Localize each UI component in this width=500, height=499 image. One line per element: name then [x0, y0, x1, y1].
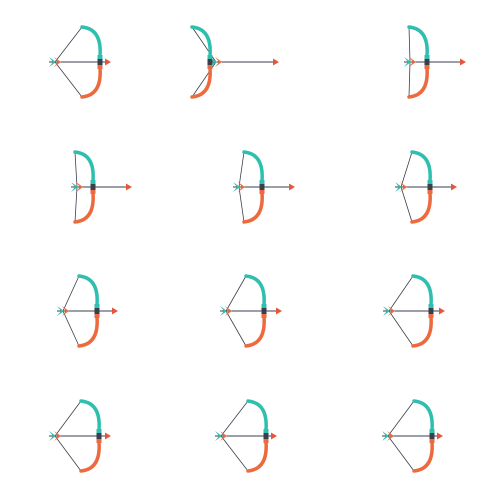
grip-accent-top [424, 55, 430, 59]
arrow-fletching [215, 57, 222, 67]
arrowhead [126, 183, 132, 191]
arrow-fletching [76, 182, 83, 192]
arrow-fletching [387, 431, 394, 441]
arrowhead [289, 183, 295, 191]
arrowhead [273, 58, 279, 66]
grip-accent-top [97, 55, 103, 59]
bow-frame [395, 150, 457, 224]
bow-upper-limb [412, 399, 434, 432]
bow-upper-limb [242, 150, 264, 183]
grip-accent-top [263, 429, 269, 433]
bow-lower-limb [190, 66, 212, 99]
arrowhead [112, 307, 118, 315]
arrow-fletching [383, 306, 390, 316]
bow-frame [404, 25, 466, 99]
arrowhead [451, 183, 457, 191]
bow-upper-limb [190, 25, 212, 58]
arrowhead [271, 432, 277, 440]
bow-lower-limb [410, 191, 432, 224]
bow-upper-limb [407, 25, 429, 58]
bow-frame [215, 399, 277, 473]
bow-frame [383, 274, 445, 348]
arrow-fletching [57, 306, 64, 316]
bow-frame [233, 150, 295, 224]
grip-accent-top [261, 304, 267, 308]
bow-upper-limb [73, 150, 95, 183]
grip-accent-bottom [96, 439, 102, 443]
grip-accent-top [96, 429, 102, 433]
bow-frame [49, 25, 111, 99]
bow-upper-limb [246, 399, 268, 432]
grip-accent-top [90, 180, 96, 184]
arrowhead [105, 58, 111, 66]
arrow-fletching [215, 431, 222, 441]
arrowhead [460, 58, 466, 66]
grip-accent-bottom [94, 314, 100, 318]
bow-upper-limb [79, 399, 101, 432]
grip-accent-top [427, 180, 433, 184]
arrow-fletching [62, 306, 69, 316]
grip-accent-bottom [259, 190, 265, 194]
arrow-fletching [233, 182, 240, 192]
grip-accent-top [259, 180, 265, 184]
arrow-fletching [49, 57, 56, 67]
bow-lower-limb [246, 440, 268, 473]
arrowhead [276, 307, 282, 315]
bow-lower-limb [244, 315, 266, 348]
bow-frame [190, 25, 279, 99]
bow-frame [382, 399, 443, 473]
bow-frame [220, 274, 282, 348]
bow-upper-limb [410, 150, 432, 183]
arrow-fletching [400, 182, 407, 192]
bow-upper-limb [411, 274, 433, 307]
arrow-fletching [395, 182, 402, 192]
arrowhead [439, 307, 445, 315]
grip-accent-bottom [427, 190, 433, 194]
bow-upper-limb [77, 274, 99, 307]
grip-accent-bottom [261, 314, 267, 318]
bow-lower-limb [73, 191, 95, 224]
grip-accent-top [94, 304, 100, 308]
arrow-fletching [49, 431, 56, 441]
arrow-fletching [238, 182, 245, 192]
bow-lower-limb [79, 440, 101, 473]
arrow-fletching [220, 306, 227, 316]
arrow-fletching [388, 306, 395, 316]
arrowhead [105, 432, 111, 440]
arrowhead [437, 432, 443, 440]
arrow-fletching [54, 57, 61, 67]
grip-accent-bottom [263, 439, 269, 443]
bow-lower-limb [411, 315, 433, 348]
grip-accent-bottom [429, 439, 435, 443]
grip-accent-bottom [428, 314, 434, 318]
arrow-fletching [225, 306, 232, 316]
arrow-fletching [382, 431, 389, 441]
bow-frame [49, 399, 111, 473]
arrow-fletching [220, 431, 227, 441]
bow-lower-limb [77, 315, 99, 348]
arrow-fletching [409, 57, 416, 67]
grip-accent-top [429, 429, 435, 433]
arrow-fletching [71, 182, 78, 192]
grip-accent-bottom [97, 65, 103, 69]
bow-lower-limb [412, 440, 434, 473]
bow-upper-limb [80, 25, 102, 58]
bow-lower-limb [242, 191, 264, 224]
grip-accent-bottom [424, 65, 430, 69]
grip-accent-bottom [90, 190, 96, 194]
bow-upper-limb [244, 274, 266, 307]
bow-lower-limb [407, 66, 429, 99]
arrow-fletching [54, 431, 61, 441]
arrow-fletching [404, 57, 411, 67]
bow-frame [71, 150, 132, 224]
grip-accent-top [428, 304, 434, 308]
bow-frame [57, 274, 118, 348]
arrow-fletching [210, 57, 217, 67]
bow-lower-limb [80, 66, 102, 99]
